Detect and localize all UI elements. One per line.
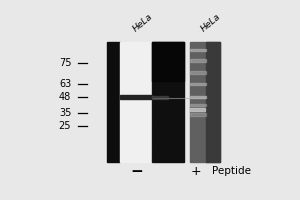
Bar (107, 42, 119, 162)
Text: 25: 25 (59, 121, 71, 131)
Text: HeLa: HeLa (199, 12, 222, 33)
Bar (152, 42, 184, 162)
Bar (119, 150, 152, 156)
Bar (119, 156, 152, 162)
Bar (119, 120, 152, 126)
Bar (152, 96, 168, 99)
Bar (119, 126, 152, 132)
Text: 48: 48 (59, 92, 71, 102)
Bar (206, 42, 220, 162)
Bar (119, 138, 152, 144)
Bar (119, 144, 152, 150)
Bar (119, 84, 152, 90)
Bar (190, 49, 206, 51)
Bar (119, 42, 152, 48)
Bar (119, 96, 152, 102)
Bar (152, 42, 184, 81)
Bar (190, 83, 206, 85)
Bar (190, 96, 206, 98)
Bar (119, 54, 152, 60)
Bar (190, 104, 206, 106)
Text: +: + (190, 165, 201, 178)
Text: 75: 75 (59, 58, 71, 68)
Bar (119, 72, 152, 78)
Bar (190, 71, 206, 74)
Bar (190, 113, 206, 116)
Bar (119, 66, 152, 72)
Bar (119, 102, 152, 108)
Text: Peptide: Peptide (212, 166, 251, 176)
Bar (190, 108, 205, 111)
Text: 35: 35 (59, 108, 71, 118)
Bar (119, 48, 152, 54)
Text: −: − (130, 164, 143, 179)
Bar (190, 42, 220, 162)
Bar (119, 78, 152, 84)
Bar (119, 42, 152, 162)
Bar (119, 60, 152, 66)
Bar (119, 108, 152, 114)
Bar (119, 132, 152, 138)
Bar (190, 59, 206, 62)
Bar (119, 90, 152, 96)
Text: HeLa: HeLa (132, 12, 155, 33)
Bar (119, 95, 152, 99)
Bar (119, 114, 152, 120)
Text: 63: 63 (59, 79, 71, 89)
